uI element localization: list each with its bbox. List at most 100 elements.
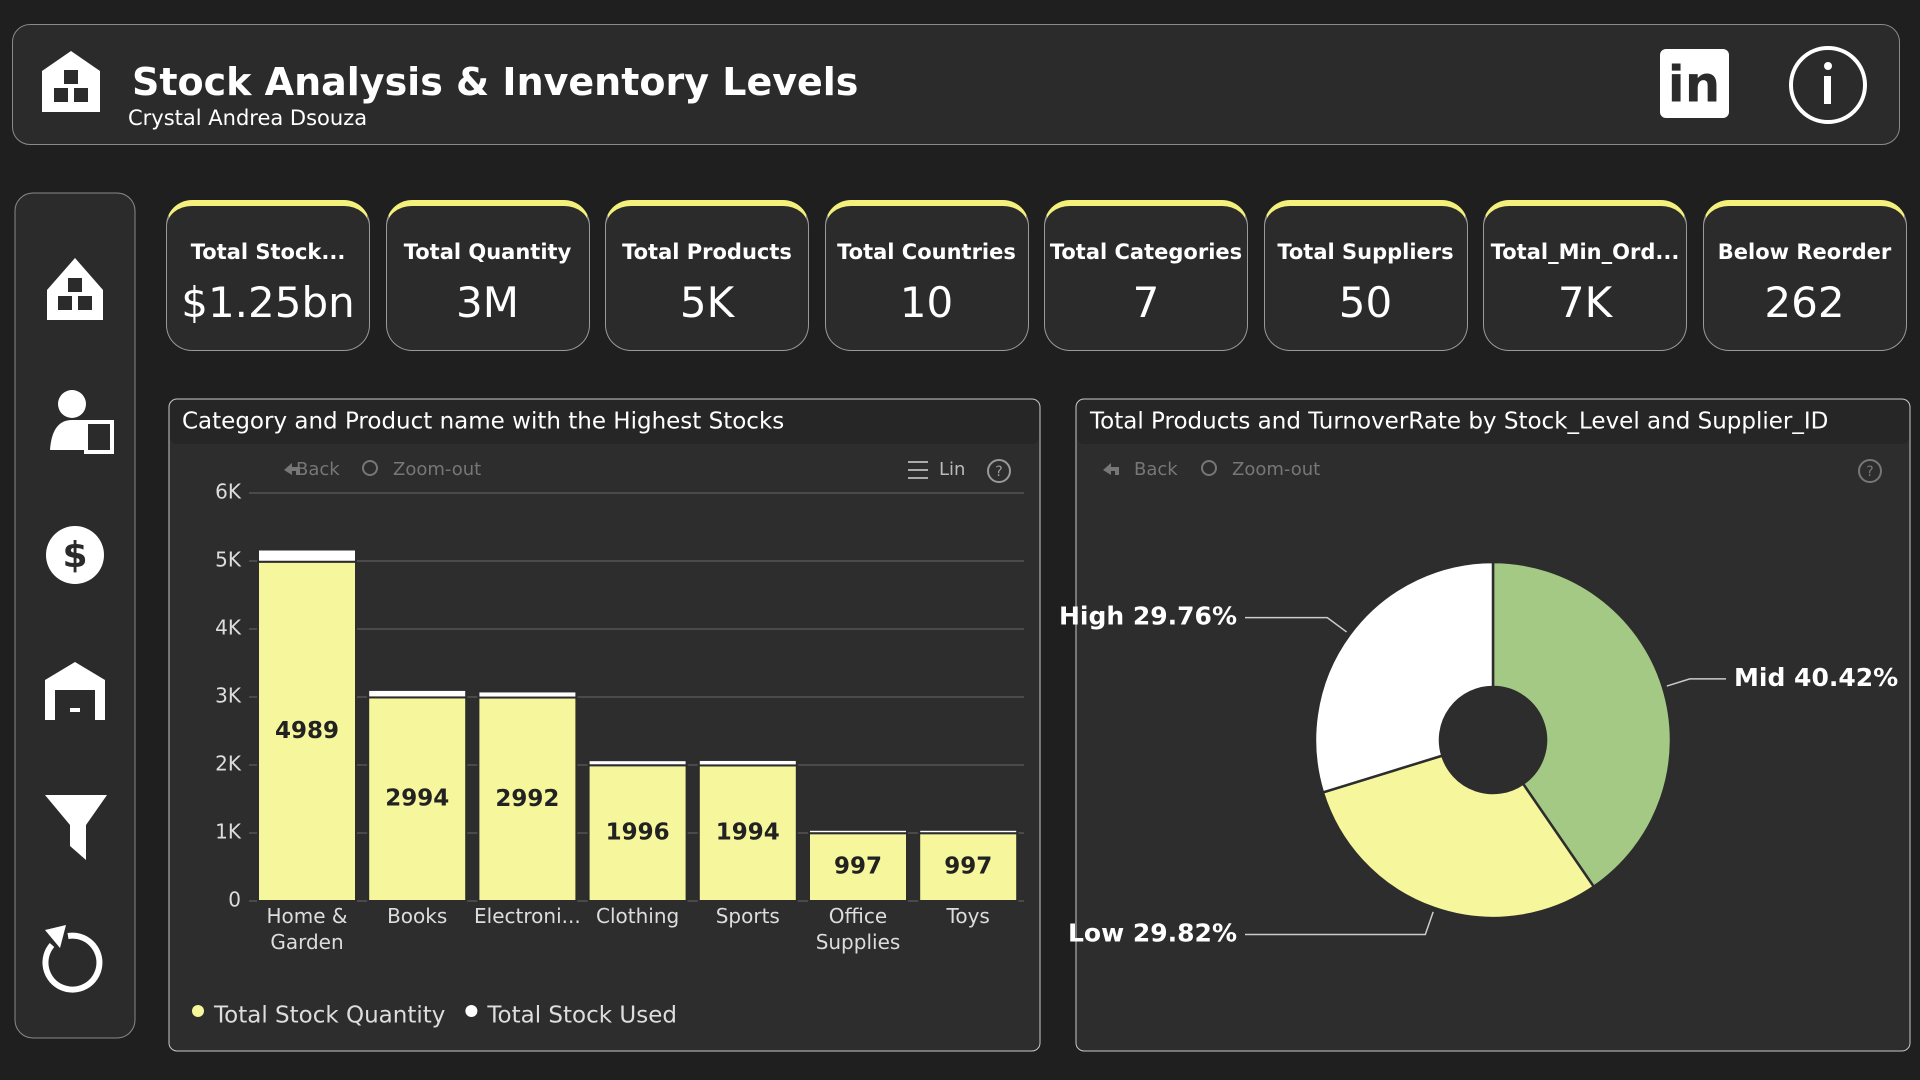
kpi-value: 50 — [1338, 278, 1393, 327]
legend-marker — [465, 1005, 478, 1017]
bar-segment — [808, 832, 908, 902]
data-label: 1994 — [716, 820, 780, 846]
legend-label: Total Stock Quantity — [213, 1003, 445, 1029]
kpi-label: Total Quantity — [403, 240, 572, 264]
bar-segment — [808, 828, 908, 835]
back-icon — [1103, 463, 1119, 475]
bar-segment — [257, 560, 357, 902]
bar-segment — [587, 764, 688, 902]
home-icon — [42, 51, 100, 112]
kpi-value: 262 — [1764, 278, 1845, 327]
x-tick-label: Books — [387, 904, 448, 928]
x-tick-label: Clothing — [595, 904, 680, 928]
y-tick-label: 5K — [215, 548, 242, 572]
x-tick-label: Electroni... — [474, 904, 581, 928]
donut-slice — [1313, 560, 1495, 795]
kpi-value: $1.25bn — [181, 278, 355, 327]
toolbar-button: Zoom-out — [393, 459, 481, 480]
kpi-card: Total Categories 7 — [1044, 200, 1248, 351]
kpi-label: Below Reorder — [1717, 240, 1892, 264]
slice-label: Mid 40.42% — [1734, 663, 1898, 692]
data-label: 997 — [834, 854, 882, 880]
back-icon — [284, 463, 300, 475]
y-tick-label: 4K — [215, 616, 242, 640]
y-tick-label: 0 — [228, 888, 241, 912]
x-tick-label: Home & Garden — [266, 904, 348, 954]
data-label: 1996 — [606, 820, 670, 846]
kpi-value: 3M — [456, 278, 519, 327]
kpi-value: 7 — [1132, 278, 1160, 327]
y-tick-label: 3K — [215, 684, 242, 708]
y-tick-label: 1K — [215, 820, 242, 844]
sidebar — [14, 192, 136, 1039]
nav-supplier[interactable] — [50, 390, 114, 454]
bar-segment — [918, 832, 1019, 902]
toolbar-button: Lin — [939, 459, 965, 480]
donut-panel-titlebar — [1077, 400, 1909, 444]
data-label: 4989 — [275, 718, 339, 744]
slice-label: Low 29.82% — [1068, 919, 1237, 948]
bar-segment — [477, 690, 578, 699]
leader-line — [1666, 678, 1726, 687]
bar-segment — [367, 688, 468, 699]
legend-label: Total Stock Used — [486, 1003, 677, 1029]
nav-cost[interactable]: $ — [46, 526, 104, 584]
data-label: 997 — [944, 854, 992, 880]
kpi-card: Total Countries 10 — [824, 200, 1029, 351]
toolbar-button: Back — [296, 459, 340, 480]
chart-title: Category and Product name with the Highe… — [182, 409, 784, 435]
nav-warehouse[interactable] — [45, 662, 105, 720]
leader-line — [1245, 616, 1348, 633]
donut-panel — [1075, 398, 1911, 1052]
help-icon — [987, 459, 1011, 483]
donut-slice — [1491, 560, 1673, 889]
legend-marker — [192, 1005, 204, 1017]
toolbar-button: Back — [1134, 459, 1178, 480]
kpi-card: Total_Min_Ord... 7K — [1483, 200, 1687, 351]
linkedin-icon[interactable]: in — [1660, 49, 1729, 118]
kpi-value: 7K — [1557, 278, 1613, 327]
kpi-label: Total Suppliers — [1277, 240, 1454, 264]
slice-label: High 29.76% — [1059, 602, 1237, 631]
kpi-card: Total Products 5K — [605, 200, 809, 351]
help-icon — [1858, 459, 1882, 483]
info-icon[interactable] — [1789, 46, 1867, 124]
x-tick-label: Sports — [715, 904, 780, 928]
data-label: 2992 — [495, 786, 559, 812]
y-tick-label: 2K — [215, 752, 242, 776]
kpi-label: Total Products — [622, 240, 792, 264]
chart-title: Total Products and TurnoverRate by Stock… — [1089, 409, 1828, 435]
header — [12, 24, 1900, 145]
bar-panel-titlebar — [170, 400, 1039, 444]
bar-segment — [587, 759, 688, 767]
nav-home[interactable] — [47, 258, 103, 320]
help-mark: ? — [1866, 464, 1873, 480]
subtitle: Crystal Andrea Dsouza — [128, 106, 368, 130]
leader-line — [1245, 911, 1434, 936]
kpi-label: Total Stock... — [190, 240, 346, 264]
title: Stock Analysis & Inventory Levels — [132, 60, 859, 104]
zoom-icon — [1201, 460, 1217, 476]
kpi-card: Below Reorder 262 — [1702, 200, 1907, 351]
data-label: 2994 — [385, 786, 449, 812]
kpi-label: Total Categories — [1049, 240, 1243, 264]
zoom-icon — [362, 460, 378, 476]
kpi-card: Total Stock... $1.25bn — [166, 200, 370, 351]
x-tick-label: Office Supplies — [815, 904, 901, 954]
y-tick-label: 6K — [215, 480, 242, 504]
bar-segment — [918, 828, 1019, 835]
kpi-value: 5K — [679, 278, 735, 327]
donut-slice — [1321, 754, 1596, 920]
bar-segment — [257, 548, 357, 563]
kpi-label: Total Countries — [837, 240, 1016, 264]
kpi-card: Total Suppliers 50 — [1263, 200, 1468, 351]
kpi-card: Total Quantity 3M — [385, 200, 590, 351]
nav-filter[interactable] — [45, 795, 107, 860]
kpi-value: 10 — [899, 278, 954, 327]
bar-segment — [477, 696, 578, 902]
svg-text:in: in — [1668, 56, 1721, 114]
list-icon — [908, 461, 928, 479]
nav-reset[interactable] — [42, 925, 103, 993]
